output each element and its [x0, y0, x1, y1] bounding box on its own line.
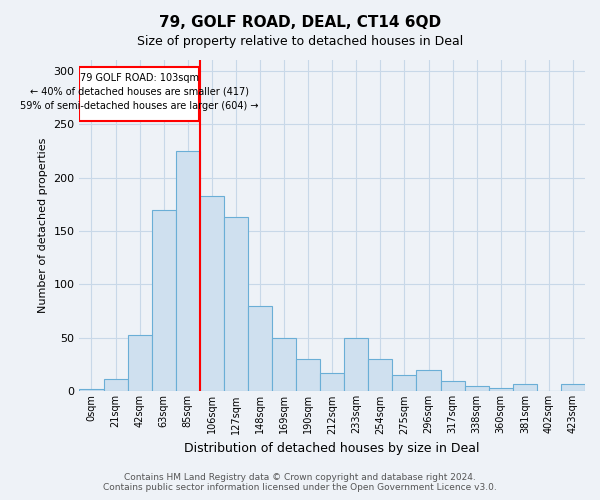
Text: ← 40% of detached houses are smaller (417): ← 40% of detached houses are smaller (41… — [29, 86, 248, 97]
Bar — [272, 338, 296, 392]
Bar — [128, 334, 152, 392]
Bar — [296, 360, 320, 392]
Bar — [104, 378, 128, 392]
Text: Size of property relative to detached houses in Deal: Size of property relative to detached ho… — [137, 35, 463, 48]
Text: 79 GOLF ROAD: 103sqm: 79 GOLF ROAD: 103sqm — [80, 73, 199, 83]
Text: 79, GOLF ROAD, DEAL, CT14 6QD: 79, GOLF ROAD, DEAL, CT14 6QD — [159, 15, 441, 30]
Bar — [79, 390, 104, 392]
Y-axis label: Number of detached properties: Number of detached properties — [38, 138, 48, 314]
Bar — [200, 196, 224, 392]
Bar — [368, 360, 392, 392]
Text: Contains HM Land Registry data © Crown copyright and database right 2024.
Contai: Contains HM Land Registry data © Crown c… — [103, 473, 497, 492]
Bar — [176, 151, 200, 392]
Bar — [489, 388, 513, 392]
Bar — [464, 386, 489, 392]
Bar — [392, 376, 416, 392]
Bar — [440, 380, 464, 392]
Bar — [416, 370, 440, 392]
Bar — [152, 210, 176, 392]
Bar — [513, 384, 537, 392]
Bar — [344, 338, 368, 392]
Text: 59% of semi-detached houses are larger (604) →: 59% of semi-detached houses are larger (… — [20, 100, 258, 110]
Bar — [79, 68, 199, 121]
Bar — [561, 384, 585, 392]
Bar — [224, 217, 248, 392]
Bar — [320, 373, 344, 392]
X-axis label: Distribution of detached houses by size in Deal: Distribution of detached houses by size … — [184, 442, 480, 455]
Bar — [248, 306, 272, 392]
